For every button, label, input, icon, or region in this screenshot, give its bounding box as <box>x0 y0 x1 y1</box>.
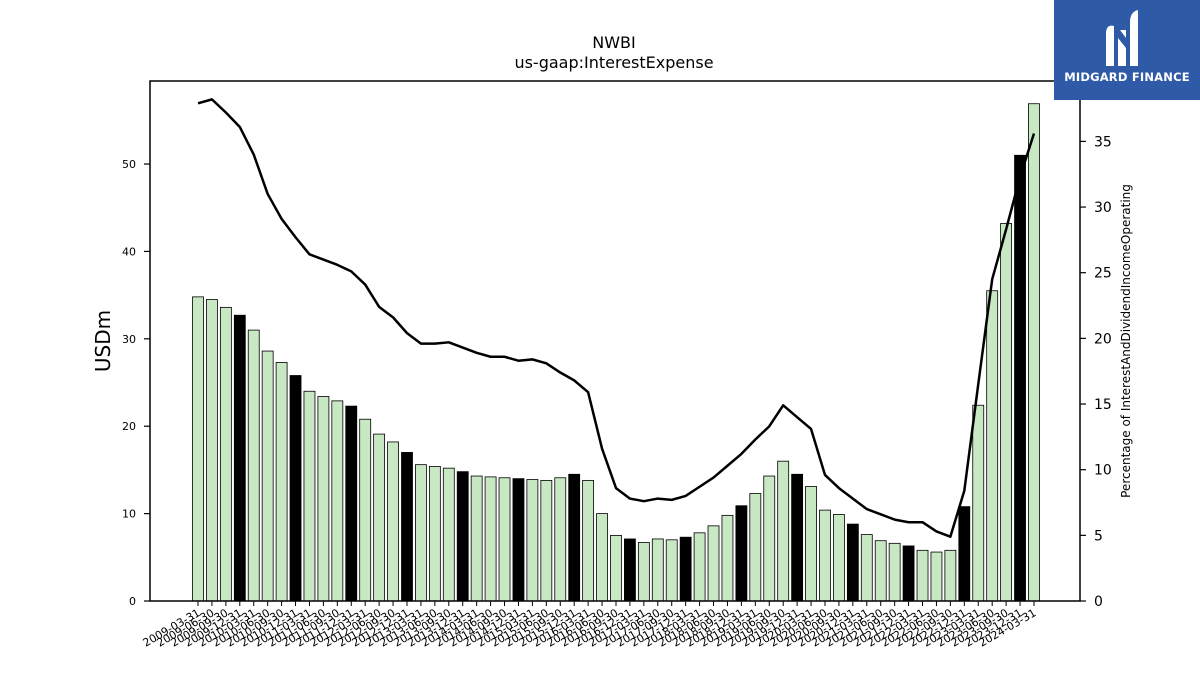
bar-2019-12-31 <box>791 473 804 602</box>
bar-2016-09-30 <box>610 535 622 602</box>
bar-2010-03-31 <box>247 329 260 602</box>
bar-2014-03-31 <box>470 475 483 602</box>
y-axis-label: USDm <box>91 310 115 372</box>
bar-2018-12-31 <box>735 505 748 602</box>
bar-2020-06-30 <box>819 509 831 602</box>
bar-2015-03-31 <box>526 479 539 602</box>
bar-2017-06-30 <box>651 538 664 602</box>
bar-2022-09-30 <box>944 549 957 602</box>
bar-2015-12-31 <box>568 473 581 602</box>
bar-2022-03-31 <box>916 549 929 602</box>
bar-2016-03-31 <box>582 479 595 602</box>
bar-2023-06-30 <box>986 290 999 602</box>
bar-2017-03-31 <box>637 542 650 602</box>
bar-2017-12-31 <box>679 536 692 602</box>
bar-2022-06-30 <box>930 551 943 602</box>
y2-tick-label-20: 20 <box>1094 331 1112 347</box>
y2-tick-label-10: 10 <box>1094 463 1112 479</box>
bar-2012-03-31 <box>359 418 372 602</box>
bar-2009-12-31 <box>233 314 246 602</box>
bar-2023-09-30 <box>1000 223 1013 602</box>
bar-2021-12-31 <box>902 545 915 602</box>
bar-2023-12-31 <box>1014 154 1026 602</box>
bar-2011-03-31 <box>303 390 316 602</box>
bar-2010-12-31 <box>289 375 302 602</box>
ratio-line <box>197 98 1036 538</box>
bar-2014-12-31 <box>512 478 525 602</box>
bar-2009-09-30 <box>219 306 232 602</box>
bar-2021-03-31 <box>860 534 873 602</box>
bar-2020-12-31 <box>846 523 859 602</box>
bar-2018-06-30 <box>707 525 720 602</box>
bar-2010-09-30 <box>275 362 288 602</box>
bar-2020-03-31 <box>805 486 817 602</box>
bar-2012-12-31 <box>401 452 413 602</box>
brand-logo: MIDGARD FINANCE <box>1054 0 1200 100</box>
y2-tick-label-30: 30 <box>1094 200 1112 216</box>
brand-name: MIDGARD FINANCE <box>1064 70 1190 84</box>
line-layer <box>197 98 1036 538</box>
bar-2011-06-30 <box>317 396 330 602</box>
bar-2009-06-30 <box>206 299 218 602</box>
left-y-axis: 0 10 20 30 40 50 <box>122 158 150 608</box>
y2-tick-label-35: 35 <box>1094 134 1112 150</box>
bar-2024-03-31 <box>1028 103 1040 602</box>
bar-2019-06-30 <box>763 475 776 602</box>
bar-2018-09-30 <box>721 514 734 602</box>
bar-2013-03-31 <box>415 464 427 602</box>
y-tick-label-20: 20 <box>122 420 136 433</box>
bar-2019-03-31 <box>749 493 762 602</box>
y-tick-label-30: 30 <box>122 333 136 346</box>
bar-2016-12-31 <box>624 538 636 602</box>
bar-2019-09-30 <box>777 460 790 602</box>
y-tick-label-40: 40 <box>122 245 136 258</box>
y-tick-label-10: 10 <box>122 508 136 521</box>
bar-2013-09-30 <box>442 467 455 602</box>
midgard-logo-icon <box>1106 10 1138 66</box>
bar-2016-06-30 <box>596 513 608 602</box>
y-tick-label-0: 0 <box>129 595 136 608</box>
x-axis: 2009-03-312009-06-302009-09-302009-12-31… <box>141 601 1038 650</box>
bar-2012-06-30 <box>373 433 386 602</box>
bar-layer <box>192 103 1040 602</box>
bar-2017-09-30 <box>665 539 678 602</box>
bar-2013-06-30 <box>428 466 441 602</box>
chart-subtitle: us-gaap:InterestExpense <box>514 53 713 72</box>
y2-tick-label-25: 25 <box>1094 266 1112 282</box>
right-y-axis: 0 5 10 15 20 25 30 35 <box>1080 134 1112 610</box>
y2-axis-label: Percentage of InterestAndDividendIncomeO… <box>1119 184 1133 498</box>
bar-2021-06-30 <box>874 540 887 602</box>
bar-2015-09-30 <box>554 477 567 602</box>
bar-2022-12-31 <box>958 506 971 602</box>
bar-2010-06-30 <box>261 350 274 602</box>
y2-tick-label-5: 5 <box>1094 528 1103 544</box>
bar-2011-12-31 <box>345 405 358 602</box>
bar-2023-03-31 <box>972 404 985 602</box>
plot-frame <box>149 80 1081 602</box>
bar-2014-06-30 <box>484 476 497 602</box>
y2-tick-label-15: 15 <box>1094 397 1112 413</box>
bar-2014-09-30 <box>498 477 511 602</box>
bar-2020-09-30 <box>833 514 845 602</box>
bar-2018-03-31 <box>693 532 706 602</box>
bar-2011-09-30 <box>331 400 344 602</box>
bar-2015-06-30 <box>540 479 553 602</box>
bar-2012-09-30 <box>387 441 399 602</box>
chart-title: NWBI <box>592 33 635 52</box>
bar-2021-09-30 <box>888 542 901 602</box>
bar-2009-03-31 <box>192 296 204 602</box>
y-tick-label-50: 50 <box>122 158 136 171</box>
bar-2013-12-31 <box>456 471 469 602</box>
y2-tick-label-0: 0 <box>1094 594 1103 610</box>
